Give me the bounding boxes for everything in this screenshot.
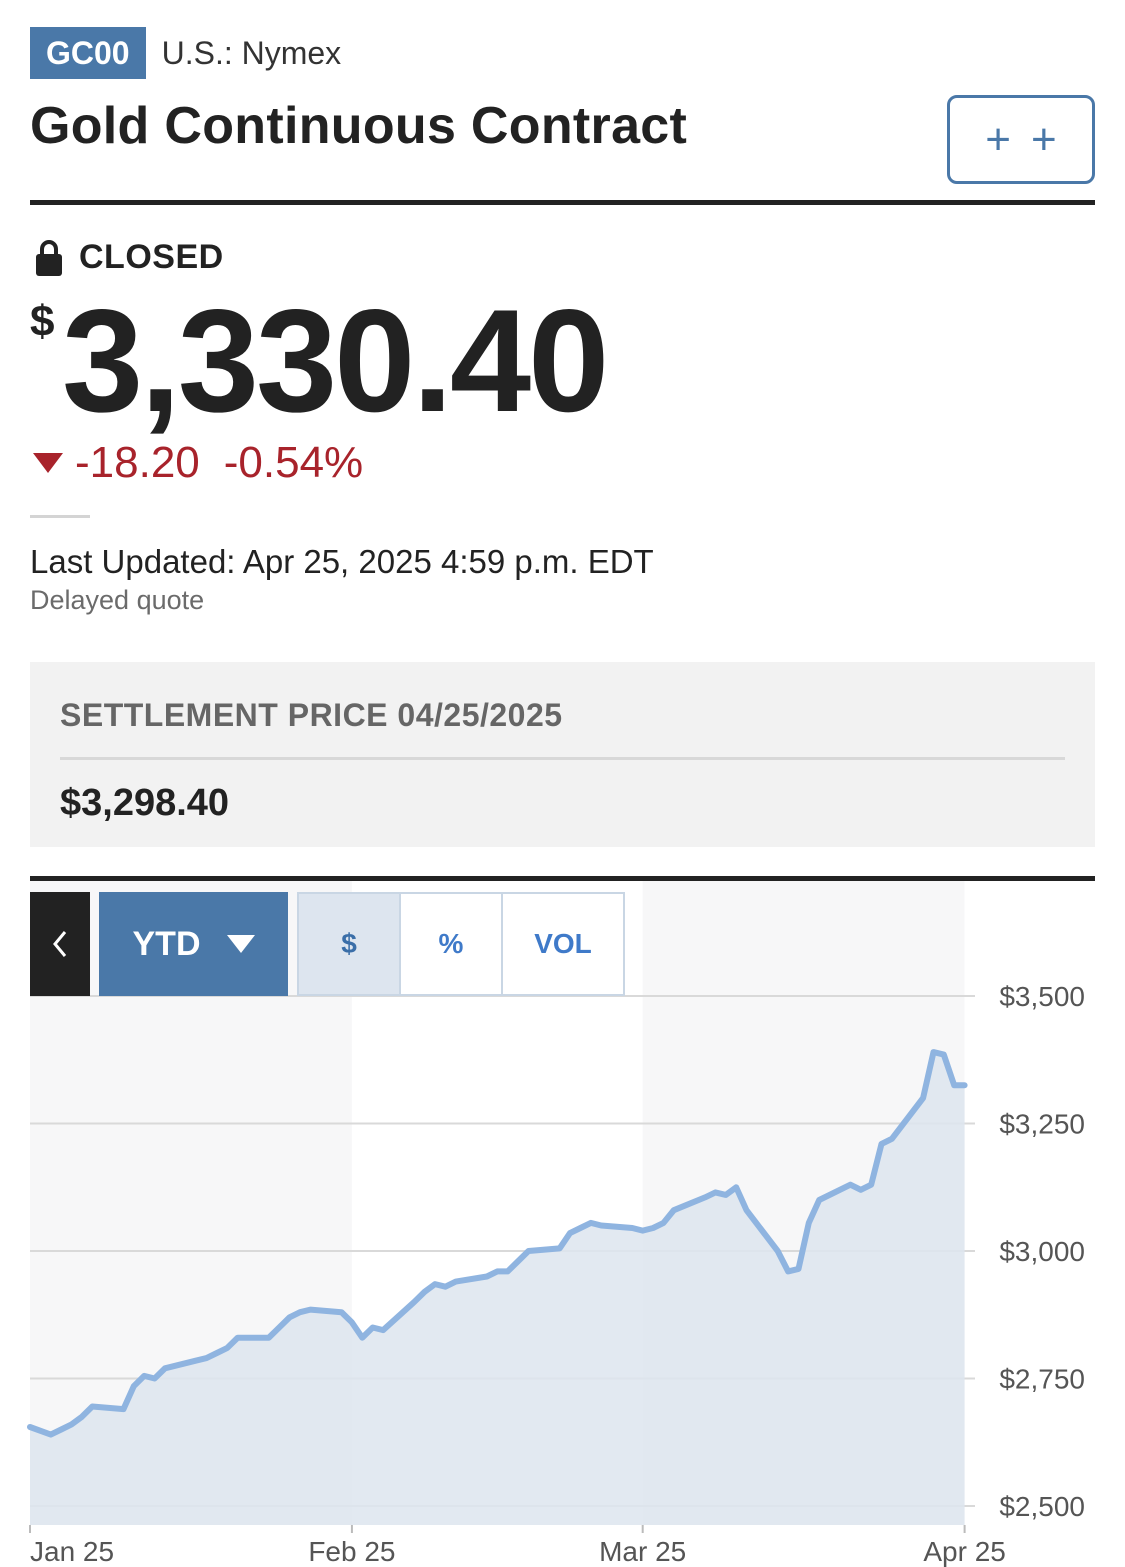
y-tick-label: $2,500 xyxy=(999,1491,1085,1522)
caret-down-icon xyxy=(226,935,255,953)
ticker-badge: GC00 xyxy=(30,27,146,79)
range-select[interactable]: YTD xyxy=(99,892,288,996)
add-to-watchlist-button[interactable]: + + xyxy=(947,95,1095,184)
chart-back-button[interactable] xyxy=(30,892,90,996)
currency-symbol: $ xyxy=(30,297,55,346)
y-tick-label: $3,000 xyxy=(999,1236,1085,1267)
chevron-left-icon xyxy=(53,931,67,957)
price-chart[interactable]: $3,500 $3,250 $3,000 $2,750 $2,500 Jan 25 Feb… xyxy=(0,881,1125,1567)
chart-divider xyxy=(30,876,1095,881)
change-percent: -0.54% xyxy=(223,438,364,487)
market-status-text: CLOSED xyxy=(79,238,224,276)
price-line xyxy=(27,1049,968,1438)
month-band xyxy=(964,881,975,1525)
chart-mode-toggle: $ % VOL xyxy=(297,892,625,996)
range-label: YTD xyxy=(132,924,201,963)
plus-icon: + xyxy=(1031,114,1057,164)
lock-icon xyxy=(36,239,62,276)
y-tick-label: $3,500 xyxy=(999,981,1085,1012)
mode-percent-button[interactable]: % xyxy=(401,894,503,994)
settlement-panel: SETTLEMENT PRICE 04/25/2025 $3,298.40 xyxy=(30,662,1095,847)
y-tick-label: $2,750 xyxy=(999,1364,1085,1395)
price-value: 3,330.40 xyxy=(62,279,609,442)
x-tick-label: Apr 25 xyxy=(923,1536,1006,1567)
mode-dollar-button[interactable]: $ xyxy=(299,894,401,994)
x-tick-label: Mar 25 xyxy=(599,1536,686,1567)
x-tick-label: Jan 25 xyxy=(30,1536,114,1567)
header-divider xyxy=(30,200,1095,205)
price-change: -18.20 -0.54% xyxy=(33,438,363,488)
x-tick-label: Feb 25 xyxy=(308,1536,395,1567)
y-tick-label: $3,250 xyxy=(999,1109,1085,1140)
settlement-label: SETTLEMENT PRICE 04/25/2025 xyxy=(60,697,563,733)
instrument-title: Gold Continuous Contract xyxy=(30,97,688,155)
mode-volume-button[interactable]: VOL xyxy=(503,894,623,994)
down-triangle-icon xyxy=(33,453,63,473)
divider xyxy=(30,515,90,518)
exchange-label: U.S.: Nymex xyxy=(161,34,342,71)
settlement-divider xyxy=(60,757,1065,760)
settlement-value: $3,298.40 xyxy=(60,782,230,824)
price-area xyxy=(30,1052,965,1525)
last-updated: Last Updated: Apr 25, 2025 4:59 p.m. EDT xyxy=(30,543,654,580)
plus-icon: + xyxy=(985,114,1011,164)
change-value: -18.20 xyxy=(75,438,200,487)
market-status: CLOSED xyxy=(35,238,224,277)
instrument-header: GC00 U.S.: Nymex xyxy=(30,27,341,79)
delayed-quote-note: Delayed quote xyxy=(30,585,205,615)
